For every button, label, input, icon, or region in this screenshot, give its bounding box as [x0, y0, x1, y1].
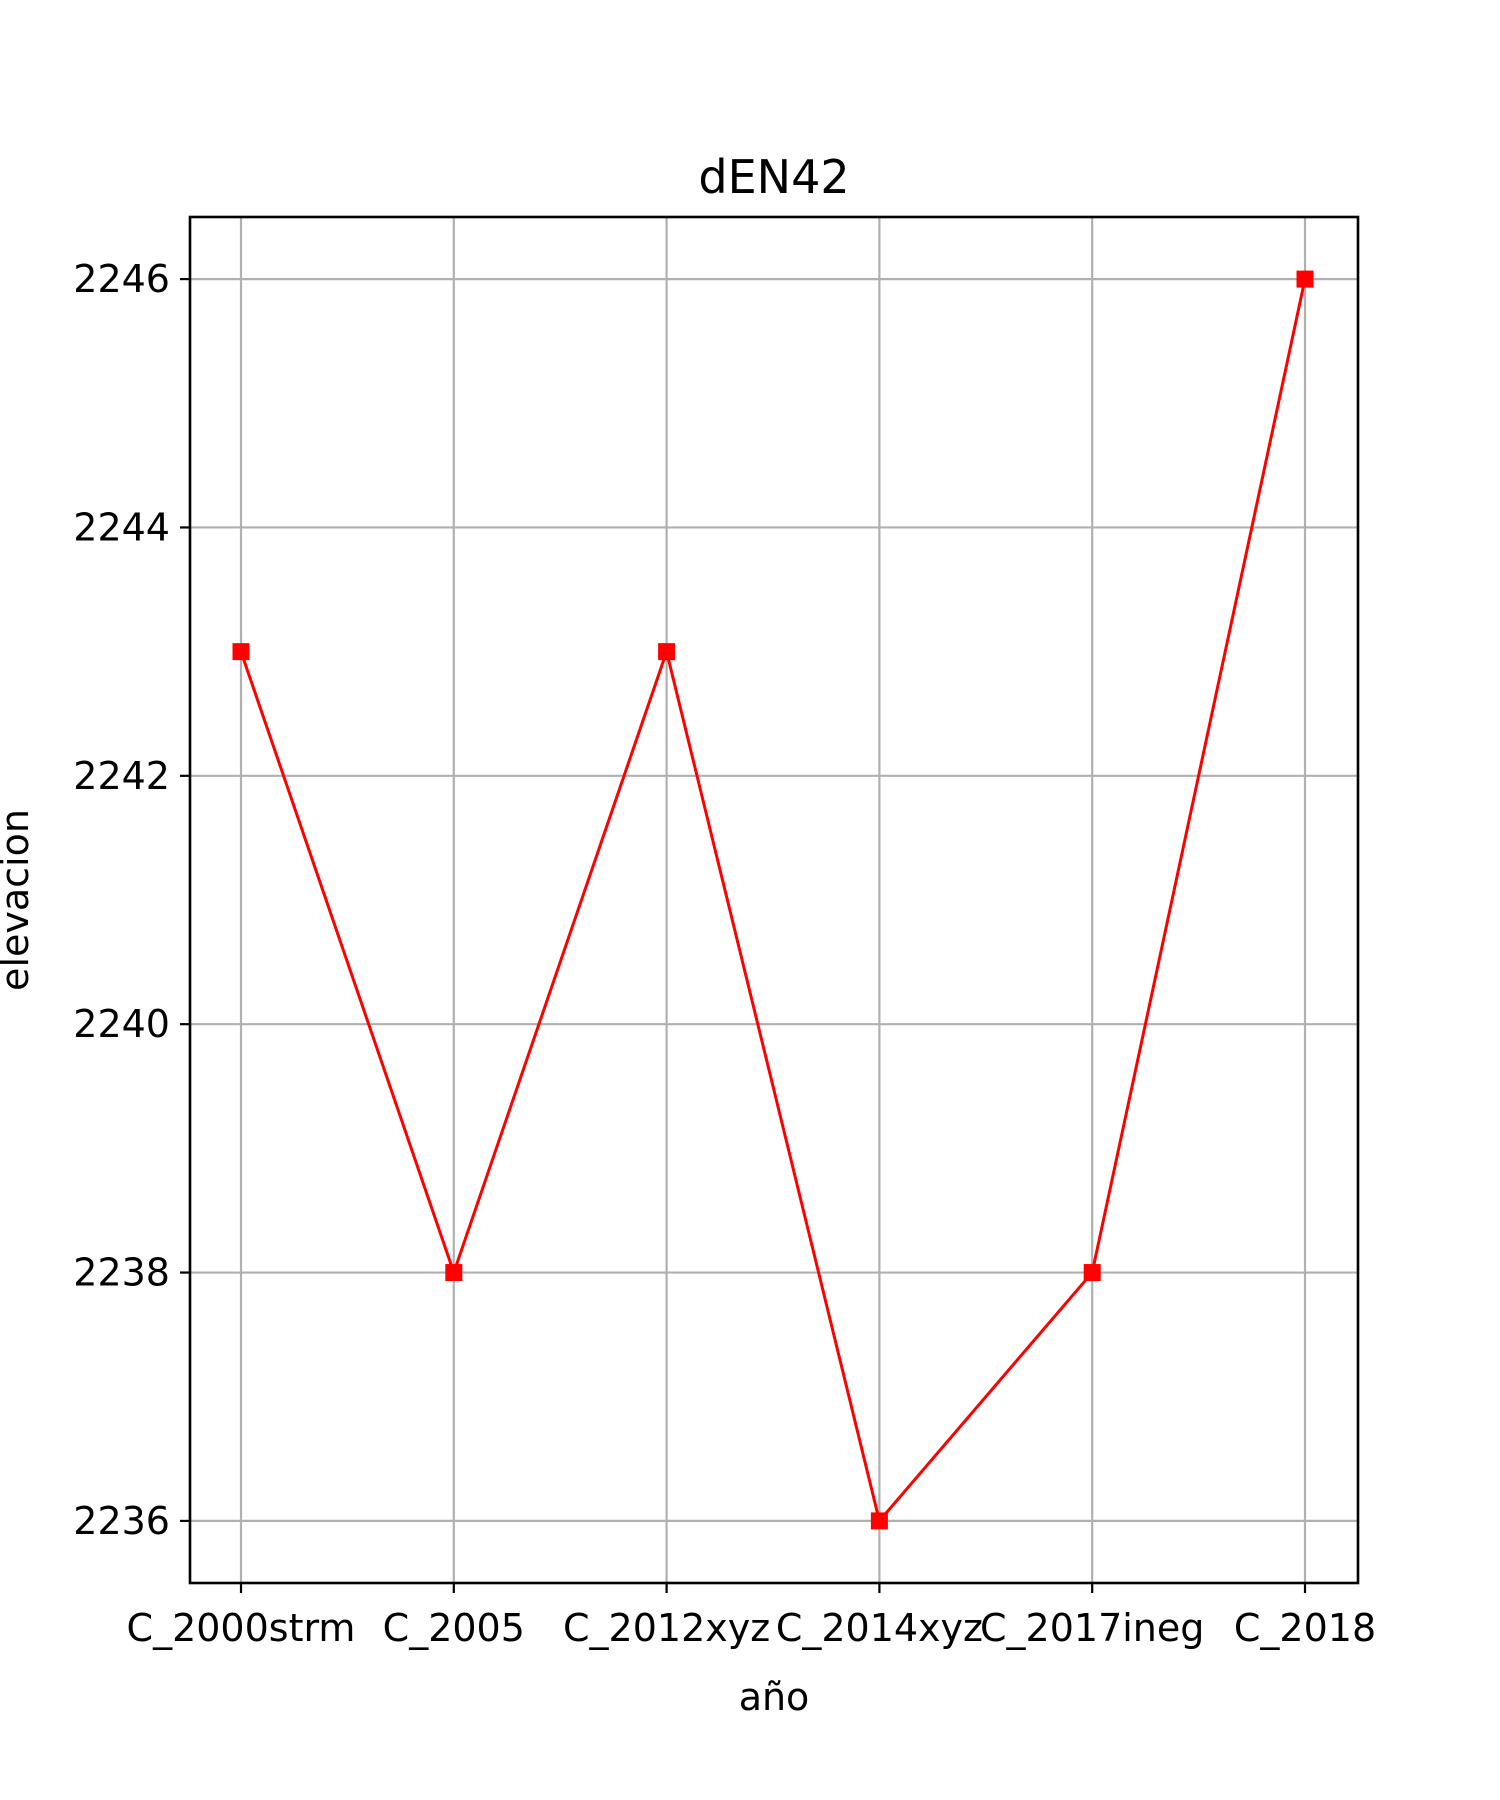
x-tick-label: C_2000strm: [127, 1606, 356, 1650]
data-point-marker: [1083, 1264, 1101, 1282]
x-tick-label: C_2014xyz: [776, 1606, 983, 1650]
x-tick-label: C_2005: [383, 1606, 525, 1650]
y-axis-label: elevacion: [0, 809, 37, 991]
series-line: [239, 278, 1307, 1525]
x-axis-label: año: [739, 1675, 810, 1719]
axes-ticks: C_2000strm C_2005 C_2012xyz C_2014xyzC_2017…: [73, 257, 1376, 1650]
x-tick-label: C_2017ineg: [980, 1606, 1204, 1650]
data-point-marker: [445, 1264, 463, 1282]
data-point-marker: [1296, 270, 1314, 288]
data-point-marker: [870, 1512, 888, 1530]
y-tick-label: 2246: [73, 257, 170, 301]
x-tick-label: C_2018: [1234, 1606, 1376, 1650]
data-point-marker: [658, 643, 676, 661]
y-tick-label: 2242: [73, 754, 170, 798]
y-tick-label: 2240: [73, 1002, 170, 1046]
chart-title: dEN42: [698, 150, 849, 204]
y-tick-label: 2238: [73, 1251, 170, 1295]
y-tick-label: 2244: [73, 505, 170, 549]
plot-frame: [188, 215, 1360, 1585]
grid: [190, 217, 1358, 1583]
x-tick-label: C_2012xyz: [563, 1606, 770, 1650]
y-tick-label: 2236: [73, 1499, 170, 1543]
series-layer: [232, 270, 1314, 1530]
data-point-marker: [232, 643, 250, 661]
